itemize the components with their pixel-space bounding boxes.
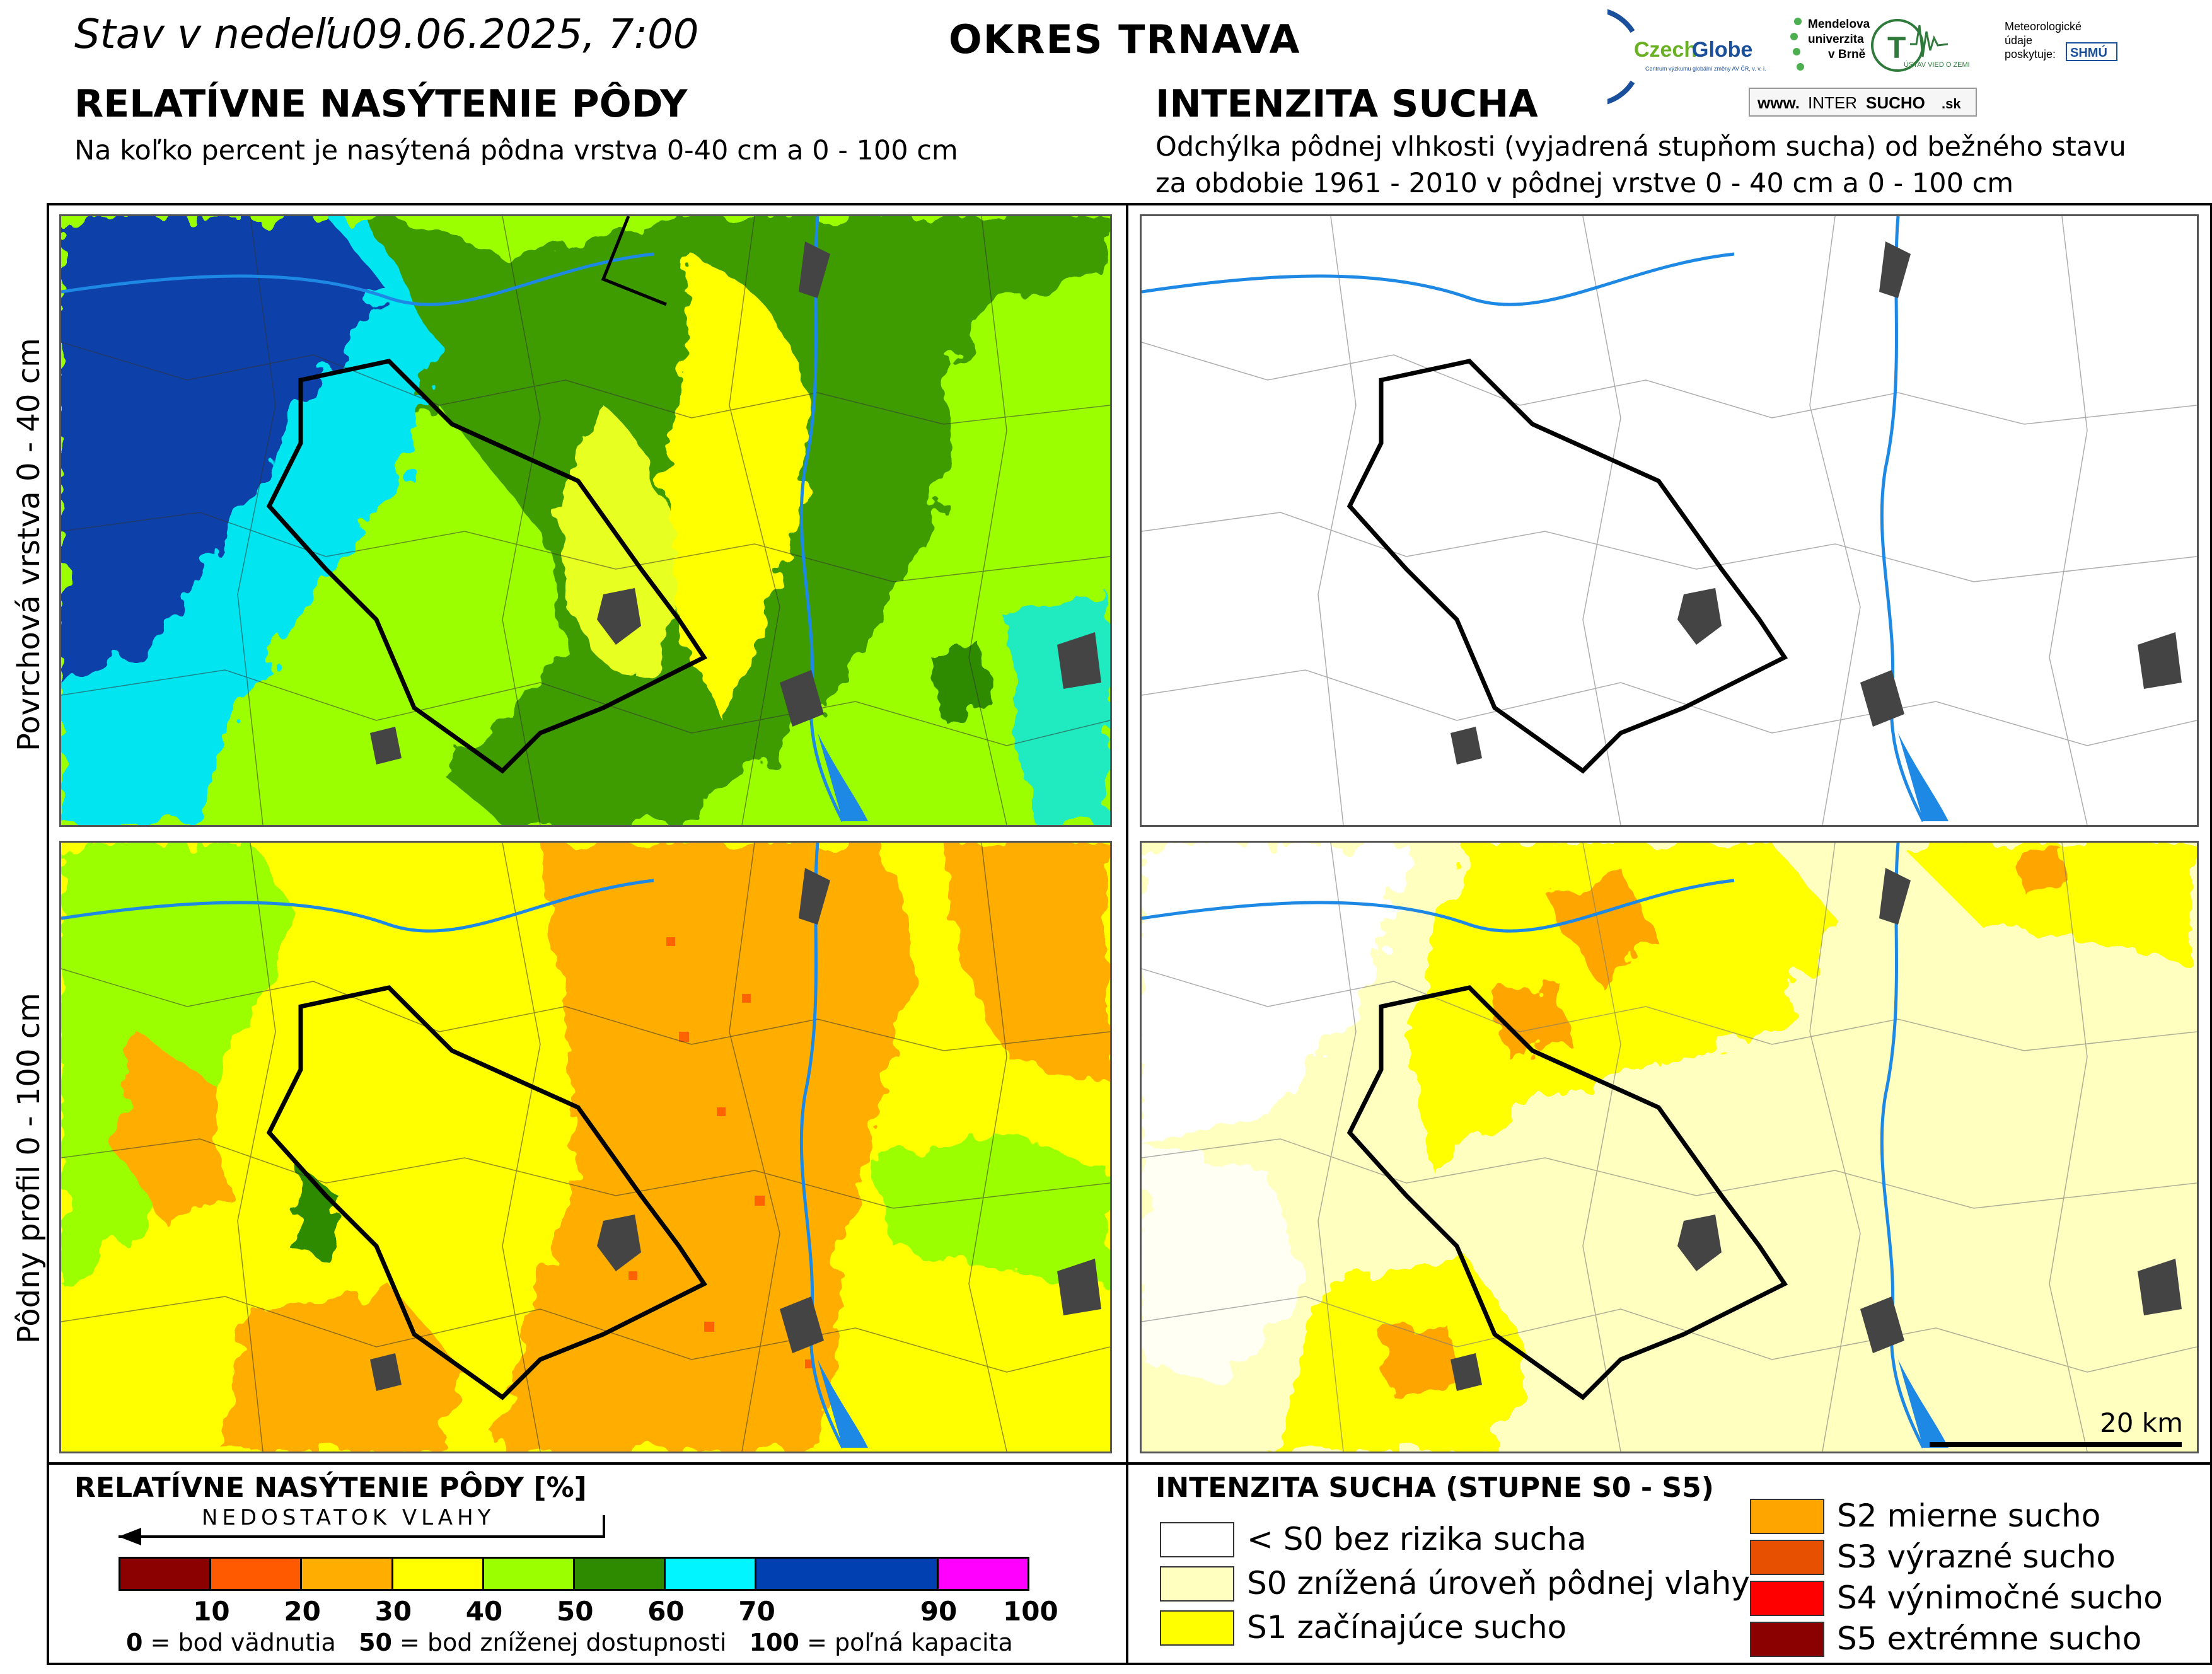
drought-legend-label: S1 začínajúce sucho	[1247, 1609, 1567, 1646]
colorbar-bin	[119, 1557, 212, 1591]
scale-bar-label: 20 km	[2100, 1407, 2184, 1438]
saturation-colorbar-ticks: 10 20 30 40 50 60 70 90 100	[119, 1593, 1058, 1627]
date-stamp: Stav v nedeľu09.06.2025, 7:00	[74, 11, 699, 58]
drought-legend-title: INTENZITA SUCHA (STUPNE S0 - S5)	[1155, 1472, 1714, 1504]
map-saturation-profile	[59, 841, 1112, 1453]
saturation-legend-title: RELATÍVNE NASÝTENIE PÔDY [%]	[74, 1472, 587, 1504]
drought-legend-label: S4 výnimočné sucho	[1837, 1579, 2163, 1616]
svg-text:Meteorologické: Meteorologické	[2005, 20, 2082, 33]
svg-text:údaje: údaje	[2005, 34, 2032, 47]
svg-text:Globe: Globe	[1692, 38, 1752, 62]
saturation-subtitle: Na koľko percent je nasýtená pôdna vrstv…	[74, 135, 958, 166]
colorbar-tick: 60	[647, 1596, 685, 1627]
drought-title: INTENZITA SUCHA	[1155, 82, 1538, 126]
svg-text:poskytuje:: poskytuje:	[2005, 48, 2056, 61]
colorbar-tick: 100	[1003, 1596, 1058, 1627]
arrow-left-icon	[119, 1528, 141, 1545]
czechglobe-logo: Czech Globe Centrum výzkumu globální změ…	[1543, 7, 1766, 107]
drought-legend-label: S0 znížená úroveň pôdnej vlahy	[1247, 1565, 1750, 1602]
drought-legend-label: S3 výrazné sucho	[1837, 1538, 2116, 1575]
colorbar-tick: 30	[374, 1596, 412, 1627]
colorbar-bin	[209, 1557, 303, 1591]
colorbar-bin	[664, 1557, 757, 1591]
mendel-logo: Mendelova univerzita v Brně	[1790, 18, 1870, 71]
colorbar-bin	[391, 1557, 484, 1591]
svg-text:Mendelova: Mendelova	[1808, 18, 1870, 31]
drought-legend-label: S2 mierne sucho	[1837, 1498, 2101, 1534]
map-saturation-topsoil	[59, 214, 1112, 827]
drought-legend-swatch	[1750, 1581, 1824, 1616]
drought-legend-label: < S0 bez rizika sucha	[1247, 1521, 1587, 1557]
svg-text:SUCHO: SUCHO	[1866, 93, 1925, 112]
svg-text:Czech: Czech	[1634, 38, 1697, 62]
svg-text:Centrum výzkumu globální změny: Centrum výzkumu globální změny AV ČR, v.…	[1645, 66, 1766, 72]
colorbar-tick: 10	[193, 1596, 230, 1627]
svg-text:.sk: .sk	[1942, 96, 1961, 112]
arrow-shaft	[119, 1535, 605, 1538]
drought-subtitle-2: za obdobie 1961 - 2010 v pôdnej vrstve 0…	[1155, 168, 2014, 199]
arrow-label: NEDOSTATOK VLAHY	[202, 1505, 495, 1530]
saturation-title: RELATÍVNE NASÝTENIE PÔDY	[74, 82, 688, 126]
colorbar-tick: 70	[738, 1596, 775, 1627]
map-drought-profile: 20 km	[1140, 841, 2199, 1453]
drought-legend-label: S5 extrémne sucho	[1837, 1620, 2142, 1657]
drought-legend: < S0 bez rizika sucha S0 znížená úroveň p…	[1160, 1494, 2200, 1670]
drought-legend-swatch	[1160, 1566, 1234, 1602]
row-label-top: Povrchová vrstva 0 - 40 cm	[11, 338, 47, 751]
colorbar-bin	[482, 1557, 575, 1591]
ustav-logo: T ÚSTAV VIED O ZEMI	[1871, 19, 1970, 72]
svg-text:v Brně: v Brně	[1828, 48, 1865, 61]
partner-logos: Czech Globe Centrum výzkumu globální změ…	[1543, 6, 2200, 117]
svg-text:ÚSTAV VIED O ZEMI: ÚSTAV VIED O ZEMI	[1904, 61, 1970, 69]
colorbar-tick: 90	[920, 1596, 958, 1627]
intersucho-logo: www. INTER SUCHO .sk	[1749, 88, 1977, 117]
saturation-colorbar	[119, 1557, 1029, 1591]
colorbar-bin	[300, 1557, 393, 1591]
svg-text:T: T	[1887, 32, 1906, 65]
colorbar-bin	[573, 1557, 666, 1591]
district-title: OKRES TRNAVA	[949, 16, 1301, 62]
drought-legend-swatch	[1750, 1499, 1824, 1534]
colorbar-bin	[936, 1557, 1029, 1591]
colorbar-tick: 50	[557, 1596, 594, 1627]
map-drought-topsoil	[1140, 214, 2199, 827]
colorbar-tick: 20	[284, 1596, 321, 1627]
row-label-bottom: Pôdny profil 0 - 100 cm	[11, 993, 47, 1344]
svg-text:www.: www.	[1757, 93, 1800, 112]
shmu-logo: Meteorologické údaje poskytuje: SHMÚ	[2005, 20, 2117, 61]
colorbar-bin	[755, 1557, 939, 1591]
drought-legend-swatch	[1160, 1610, 1234, 1646]
drought-subtitle-1: Odchýlka pôdnej vlhkosti (vyjadrená stup…	[1155, 131, 2126, 163]
svg-text:univerzita: univerzita	[1808, 33, 1864, 46]
maps-frame	[47, 203, 2212, 1665]
svg-text:SHMÚ: SHMÚ	[2070, 45, 2107, 60]
drought-legend-swatch	[1750, 1540, 1824, 1575]
colorbar-tick: 40	[465, 1596, 503, 1627]
saturation-legend-note: 0 = bod vädnutia 50 = bod zníženej dostu…	[126, 1629, 1013, 1656]
svg-text:INTER: INTER	[1808, 93, 1857, 112]
drought-legend-swatch	[1750, 1622, 1824, 1657]
drought-legend-swatch	[1160, 1522, 1234, 1557]
